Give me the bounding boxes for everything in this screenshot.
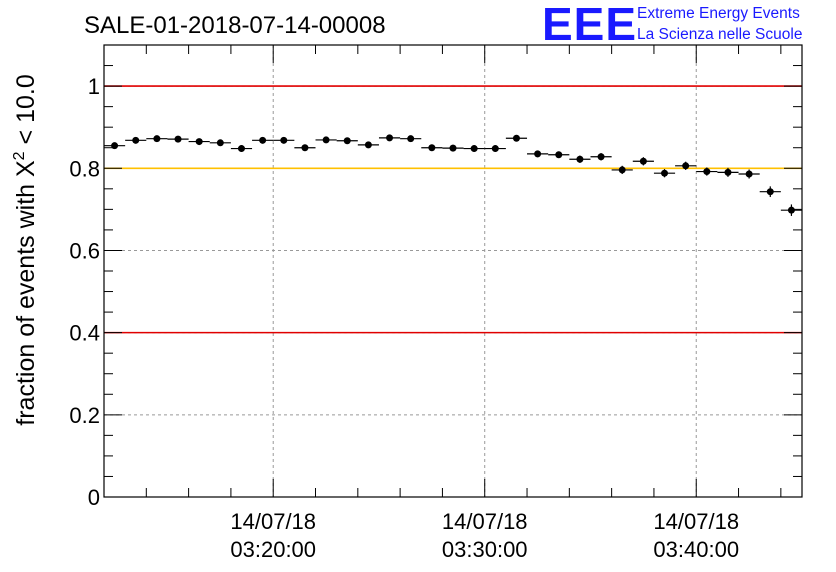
data-point bbox=[421, 144, 443, 152]
point-marker bbox=[745, 170, 753, 178]
data-point bbox=[611, 165, 633, 175]
data-point bbox=[230, 145, 253, 153]
point-marker bbox=[618, 166, 626, 174]
data-point bbox=[569, 155, 591, 163]
eee-logo-line2: La Scienza nelle Scuole bbox=[637, 26, 802, 43]
data-point bbox=[442, 144, 464, 152]
y-tick-label: 1 bbox=[88, 74, 100, 99]
point-marker bbox=[153, 135, 161, 143]
data-point bbox=[696, 167, 718, 176]
y-tick-labels: 0 0.2 0.4 0.6 0.8 1 bbox=[69, 74, 100, 510]
point-marker bbox=[111, 142, 119, 150]
point-marker bbox=[787, 206, 795, 214]
data-point bbox=[653, 169, 676, 178]
threshold-lines bbox=[104, 85, 802, 334]
point-marker bbox=[259, 136, 267, 144]
point-marker bbox=[449, 144, 457, 152]
data-point bbox=[104, 142, 126, 150]
point-marker bbox=[428, 144, 436, 152]
data-point bbox=[738, 169, 760, 179]
point-marker bbox=[132, 136, 140, 144]
point-marker bbox=[174, 135, 182, 143]
data-points bbox=[104, 134, 802, 216]
data-point bbox=[400, 135, 422, 143]
x-tick-time: 03:20:00 bbox=[230, 537, 316, 562]
point-marker bbox=[766, 188, 774, 196]
point-marker bbox=[724, 168, 732, 176]
point-marker bbox=[661, 169, 669, 177]
point-marker bbox=[491, 145, 499, 153]
data-point bbox=[484, 145, 506, 153]
point-marker bbox=[364, 141, 372, 149]
data-point bbox=[273, 136, 295, 144]
data-point bbox=[146, 135, 168, 143]
x-tick-time: 03:40:00 bbox=[653, 537, 739, 562]
point-marker bbox=[322, 136, 330, 144]
data-point bbox=[336, 137, 358, 145]
point-marker bbox=[237, 145, 245, 153]
grid-lines bbox=[104, 45, 802, 497]
y-tick-label: 0.6 bbox=[69, 238, 100, 263]
eee-logo-line1: Extreme Energy Events bbox=[637, 5, 800, 22]
eee-logo: EEE Extreme Energy Events La Scienza nel… bbox=[542, 0, 802, 50]
point-marker bbox=[280, 136, 288, 144]
y-tick-label: 0.8 bbox=[69, 156, 100, 181]
data-point bbox=[209, 139, 231, 147]
data-point bbox=[188, 138, 210, 146]
point-marker bbox=[534, 150, 542, 158]
data-point bbox=[315, 136, 337, 144]
x-tick-time: 03:30:00 bbox=[442, 537, 528, 562]
point-marker bbox=[301, 144, 309, 152]
point-marker bbox=[195, 138, 203, 146]
data-point bbox=[548, 151, 570, 159]
point-marker bbox=[512, 134, 520, 142]
point-marker bbox=[407, 135, 415, 143]
point-marker bbox=[343, 137, 351, 145]
data-point bbox=[590, 153, 612, 161]
point-marker bbox=[682, 162, 690, 170]
data-point bbox=[759, 186, 781, 198]
point-marker bbox=[555, 151, 563, 159]
x-tick-date: 14/07/18 bbox=[653, 509, 739, 534]
data-point bbox=[252, 136, 274, 144]
point-marker bbox=[597, 153, 605, 161]
data-point bbox=[632, 157, 654, 166]
data-point bbox=[717, 167, 739, 177]
data-point bbox=[125, 136, 147, 144]
data-point bbox=[463, 145, 485, 153]
eee-logo-mark: EEE bbox=[542, 0, 637, 50]
data-point bbox=[294, 144, 316, 152]
point-marker bbox=[639, 157, 647, 165]
data-point bbox=[167, 135, 189, 143]
x-tick-date: 14/07/18 bbox=[230, 509, 316, 534]
data-point bbox=[357, 141, 379, 149]
x-tick-labels: 14/07/18 03:20:00 14/07/18 03:30:00 14/07/18… bbox=[230, 509, 739, 562]
y-tick-label: 0 bbox=[88, 485, 100, 510]
plot-frame bbox=[103, 44, 803, 498]
y-tick-label: 0.4 bbox=[69, 321, 100, 346]
point-marker bbox=[386, 134, 394, 142]
axis-ticks bbox=[103, 44, 802, 498]
data-point bbox=[527, 150, 549, 158]
data-point bbox=[505, 134, 528, 142]
point-marker bbox=[576, 155, 584, 163]
point-marker bbox=[216, 139, 224, 147]
y-tick-label: 0.2 bbox=[69, 403, 100, 428]
data-point bbox=[378, 134, 401, 142]
data-point bbox=[780, 204, 802, 216]
chart-title: SALE-01-2018-07-14-00008 bbox=[84, 12, 386, 39]
x-tick-date: 14/07/18 bbox=[442, 509, 528, 534]
point-marker bbox=[703, 168, 711, 176]
data-point bbox=[675, 161, 697, 170]
y-axis-title: fraction of events with X2 < 10.0 bbox=[11, 74, 40, 425]
point-marker bbox=[470, 145, 478, 153]
